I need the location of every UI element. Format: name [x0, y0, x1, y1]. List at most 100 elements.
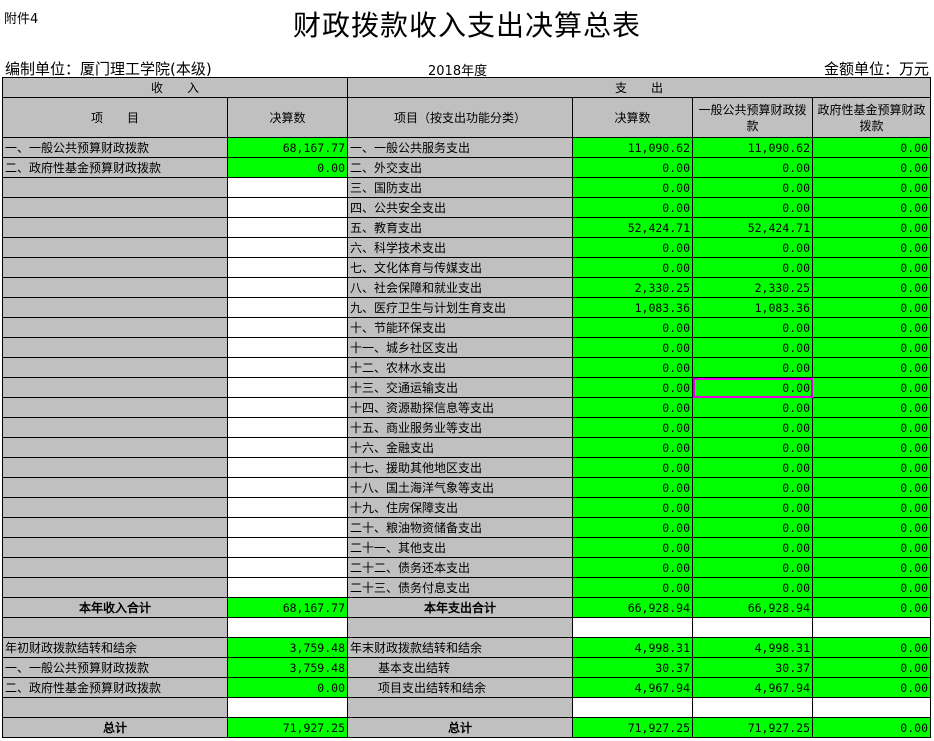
year-total-row-general[interactable]: 66,928.94 — [692, 597, 813, 618]
income-amount-cell[interactable] — [227, 357, 348, 378]
expense-item-cell[interactable]: 八、社会保障和就业支出 — [347, 277, 573, 298]
expense-general-cell[interactable]: 0.00 — [692, 177, 813, 198]
grand-total-row-income-label[interactable]: 总计 — [2, 717, 228, 738]
carry-expense-general[interactable]: 4,998.31 — [692, 637, 813, 658]
expense-item-cell[interactable]: 十二、农林水支出 — [347, 357, 573, 378]
expense-item-cell[interactable]: 九、医疗卫生与计划生育支出 — [347, 297, 573, 318]
income-item-cell[interactable] — [2, 297, 228, 318]
expense-general-cell[interactable]: 0.00 — [692, 397, 813, 418]
carry-expense-general[interactable]: 4,967.94 — [692, 677, 813, 698]
income-item-cell[interactable]: 二、政府性基金预算财政拨款 — [2, 157, 228, 178]
expense-item-cell[interactable]: 十四、资源勘探信息等支出 — [347, 397, 573, 418]
expense-general-cell[interactable]: 0.00 — [692, 197, 813, 218]
expense-fund-cell[interactable]: 0.00 — [812, 257, 931, 278]
expense-total-cell[interactable]: 2,330.25 — [572, 277, 693, 298]
expense-total-cell[interactable]: 0.00 — [572, 437, 693, 458]
expense-total-cell[interactable]: 0.00 — [572, 377, 693, 398]
expense-fund-cell[interactable]: 0.00 — [812, 477, 931, 498]
grand-total-row-total[interactable]: 71,927.25 — [572, 717, 693, 738]
income-amount-cell[interactable] — [227, 417, 348, 438]
expense-amount-header[interactable]: 决算数 — [572, 97, 693, 138]
expense-fund-cell[interactable]: 0.00 — [812, 157, 931, 178]
income-amount-cell[interactable] — [227, 477, 348, 498]
income-amount-cell[interactable] — [227, 337, 348, 358]
income-item-cell[interactable] — [2, 177, 228, 198]
income-amount-cell[interactable] — [227, 297, 348, 318]
year-total-row-fund[interactable]: 0.00 — [812, 597, 931, 618]
expense-total-cell[interactable]: 11,090.62 — [572, 137, 693, 158]
expense-total-cell[interactable]: 0.00 — [572, 317, 693, 338]
carry-expense-fund[interactable]: 0.00 — [812, 637, 931, 658]
year-total-row-income-label[interactable]: 本年收入合计 — [2, 597, 228, 618]
expense-fund-cell[interactable]: 0.00 — [812, 417, 931, 438]
fund-budget-header[interactable]: 政府性基金预算财政拨款 — [812, 97, 931, 138]
expense-general-cell[interactable]: 0.00 — [692, 237, 813, 258]
expense-general-cell[interactable]: 0.00 — [692, 157, 813, 178]
expense-general-cell[interactable]: 0.00 — [692, 497, 813, 518]
expense-fund-cell[interactable]: 0.00 — [812, 537, 931, 558]
expense-general-cell[interactable]: 0.00 — [692, 377, 813, 398]
income-item-cell[interactable] — [2, 577, 228, 598]
expense-fund-cell[interactable]: 0.00 — [812, 337, 931, 358]
expense-total-cell[interactable]: 52,424.71 — [572, 217, 693, 238]
year-total-row-total[interactable]: 66,928.94 — [572, 597, 693, 618]
expense-item-cell[interactable]: 七、文化体育与传媒支出 — [347, 257, 573, 278]
expense-total-cell[interactable]: 0.00 — [572, 417, 693, 438]
expense-item-cell[interactable]: 二十三、债务付息支出 — [347, 577, 573, 598]
income-item-cell[interactable] — [2, 497, 228, 518]
expense-item-cell[interactable]: 十五、商业服务业等支出 — [347, 417, 573, 438]
expense-total-cell[interactable]: 0.00 — [572, 357, 693, 378]
expense-general-cell[interactable]: 2,330.25 — [692, 277, 813, 298]
expense-fund-cell[interactable]: 0.00 — [812, 377, 931, 398]
income-item-cell[interactable] — [2, 217, 228, 238]
income-item-cell[interactable] — [2, 237, 228, 258]
income-amount-cell[interactable]: 0.00 — [227, 157, 348, 178]
empty-cell[interactable] — [572, 697, 693, 718]
income-item-cell[interactable] — [2, 417, 228, 438]
expense-fund-cell[interactable]: 0.00 — [812, 177, 931, 198]
expense-general-cell[interactable]: 0.00 — [692, 317, 813, 338]
carry-income-item[interactable]: 一、一般公共预算财政拨款 — [2, 657, 228, 678]
expense-total-cell[interactable]: 0.00 — [572, 397, 693, 418]
carry-expense-total[interactable]: 4,967.94 — [572, 677, 693, 698]
expense-general-cell[interactable]: 0.00 — [692, 557, 813, 578]
expense-total-cell[interactable]: 0.00 — [572, 177, 693, 198]
income-amount-cell[interactable] — [227, 237, 348, 258]
expense-fund-cell[interactable]: 0.00 — [812, 297, 931, 318]
expense-fund-cell[interactable]: 0.00 — [812, 397, 931, 418]
expense-general-cell[interactable]: 0.00 — [692, 457, 813, 478]
income-amount-cell[interactable] — [227, 557, 348, 578]
expense-general-cell[interactable]: 0.00 — [692, 257, 813, 278]
expense-item-cell[interactable]: 十七、援助其他地区支出 — [347, 457, 573, 478]
income-amount-cell[interactable] — [227, 257, 348, 278]
expense-fund-cell[interactable]: 0.00 — [812, 577, 931, 598]
expense-total-cell[interactable]: 0.00 — [572, 457, 693, 478]
expense-total-cell[interactable]: 0.00 — [572, 557, 693, 578]
income-item-cell[interactable] — [2, 517, 228, 538]
expense-general-cell[interactable]: 0.00 — [692, 417, 813, 438]
expense-item-cell[interactable]: 五、教育支出 — [347, 217, 573, 238]
income-item-cell[interactable] — [2, 357, 228, 378]
expense-total-cell[interactable]: 0.00 — [572, 477, 693, 498]
empty-cell[interactable] — [572, 617, 693, 638]
income-amount-cell[interactable] — [227, 377, 348, 398]
expense-fund-cell[interactable]: 0.00 — [812, 137, 931, 158]
carry-expense-fund[interactable]: 0.00 — [812, 677, 931, 698]
expense-total-cell[interactable]: 0.00 — [572, 197, 693, 218]
expense-general-cell[interactable]: 1,083.36 — [692, 297, 813, 318]
carry-expense-general[interactable]: 30.37 — [692, 657, 813, 678]
carry-income-amount[interactable]: 0.00 — [227, 677, 348, 698]
income-amount-cell[interactable] — [227, 177, 348, 198]
income-amount-header[interactable]: 决算数 — [227, 97, 348, 138]
income-amount-cell[interactable] — [227, 457, 348, 478]
income-amount-cell[interactable] — [227, 197, 348, 218]
expense-fund-cell[interactable]: 0.00 — [812, 277, 931, 298]
expense-total-cell[interactable]: 0.00 — [572, 157, 693, 178]
expense-item-cell[interactable]: 十、节能环保支出 — [347, 317, 573, 338]
expense-total-cell[interactable]: 0.00 — [572, 577, 693, 598]
income-item-cell[interactable] — [2, 397, 228, 418]
expense-item-cell[interactable]: 三、国防支出 — [347, 177, 573, 198]
expense-total-cell[interactable]: 0.00 — [572, 537, 693, 558]
carry-income-item[interactable]: 年初财政拨款结转和结余 — [2, 637, 228, 658]
expense-item-cell[interactable]: 十六、金融支出 — [347, 437, 573, 458]
